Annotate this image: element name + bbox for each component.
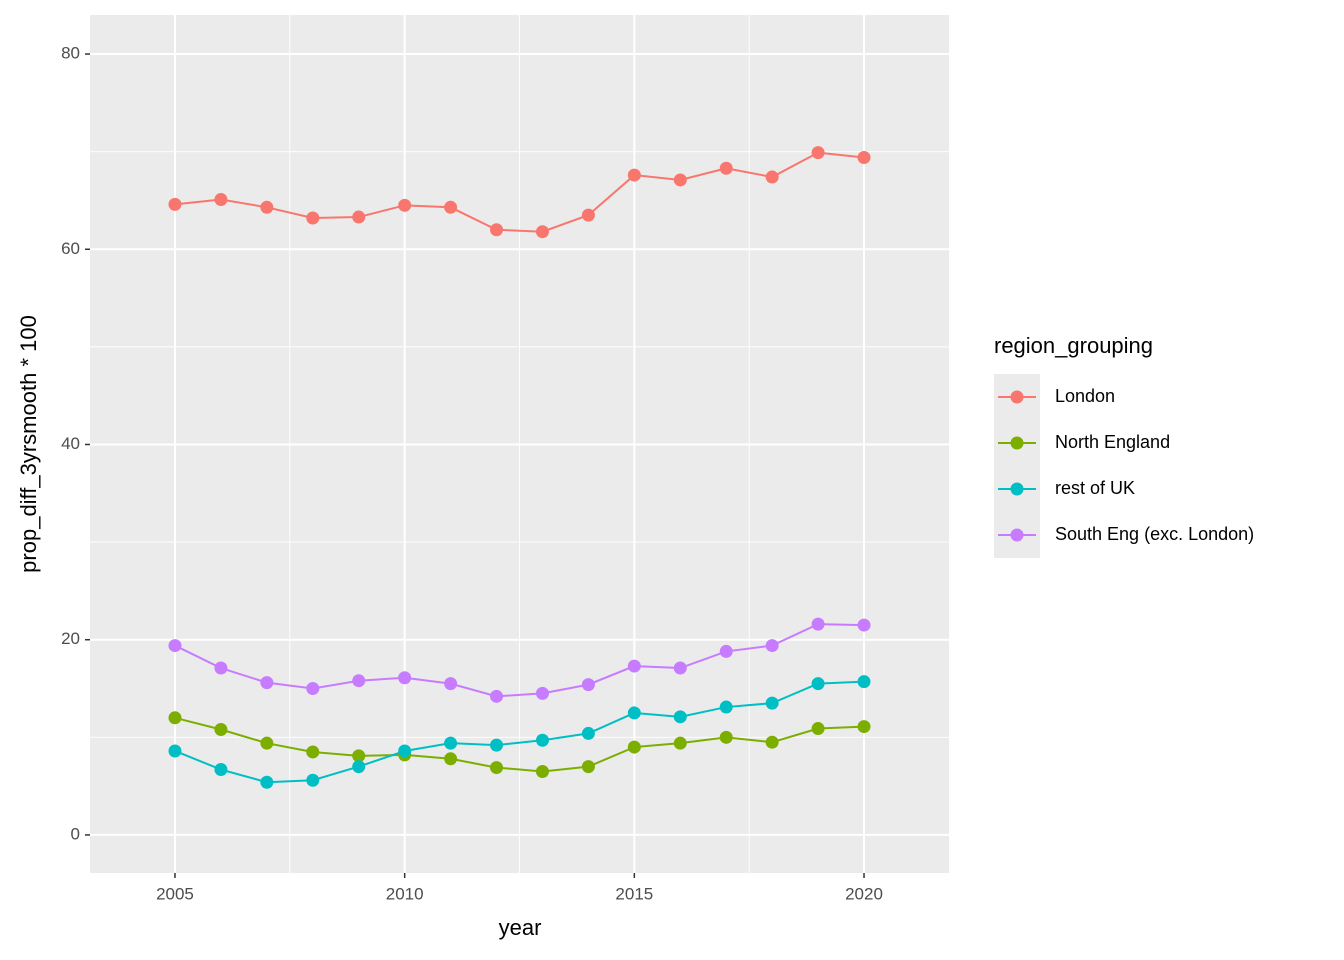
x-tick-label: 2020 bbox=[845, 884, 883, 903]
data-point bbox=[765, 639, 779, 653]
data-point bbox=[168, 711, 182, 725]
x-tick-label: 2005 bbox=[156, 884, 194, 903]
data-point bbox=[260, 676, 274, 690]
data-point bbox=[306, 682, 320, 696]
data-point bbox=[214, 192, 228, 206]
data-point bbox=[214, 661, 228, 675]
legend-key-point bbox=[1010, 528, 1024, 542]
data-point bbox=[857, 675, 871, 689]
data-point bbox=[765, 696, 779, 710]
data-point bbox=[811, 146, 825, 160]
data-point bbox=[260, 200, 274, 214]
data-point bbox=[627, 706, 641, 720]
data-point bbox=[444, 752, 458, 766]
data-point bbox=[811, 617, 825, 631]
legend-title: region_grouping bbox=[994, 333, 1153, 358]
x-axis-title: year bbox=[499, 915, 542, 940]
data-point bbox=[490, 223, 504, 237]
y-tick-label: 60 bbox=[61, 239, 80, 258]
series-line bbox=[174, 151, 865, 233]
data-point bbox=[444, 736, 458, 750]
data-point bbox=[444, 200, 458, 214]
y-tick-label: 0 bbox=[71, 824, 80, 843]
legend-label: rest of UK bbox=[1055, 478, 1135, 498]
data-point bbox=[260, 775, 274, 789]
x-tick-label: 2010 bbox=[386, 884, 424, 903]
data-point bbox=[306, 211, 320, 225]
legend-label: North England bbox=[1055, 432, 1170, 452]
data-point bbox=[581, 208, 595, 222]
data-point bbox=[352, 210, 366, 224]
data-point bbox=[673, 173, 687, 187]
data-point bbox=[719, 644, 733, 658]
series-line bbox=[174, 680, 865, 784]
x-tick-label: 2015 bbox=[615, 884, 653, 903]
data-point bbox=[811, 677, 825, 691]
data-point bbox=[535, 225, 549, 239]
data-point bbox=[168, 744, 182, 758]
data-point bbox=[260, 736, 274, 750]
data-point bbox=[535, 764, 549, 778]
data-point bbox=[581, 726, 595, 740]
data-point bbox=[857, 151, 871, 165]
data-point bbox=[719, 730, 733, 744]
data-point bbox=[490, 761, 504, 775]
data-point bbox=[352, 749, 366, 763]
legend-key-point bbox=[1010, 482, 1024, 496]
data-point bbox=[398, 744, 412, 758]
data-point bbox=[490, 689, 504, 703]
y-tick-label: 40 bbox=[61, 434, 80, 453]
data-point bbox=[673, 736, 687, 750]
data-point bbox=[168, 197, 182, 211]
legend-key-point bbox=[1010, 436, 1024, 450]
data-point bbox=[490, 738, 504, 752]
data-point bbox=[398, 671, 412, 685]
legend-key-point bbox=[1010, 390, 1024, 404]
data-point bbox=[673, 710, 687, 724]
data-point bbox=[719, 161, 733, 175]
legend-label: London bbox=[1055, 386, 1115, 406]
data-point bbox=[719, 700, 733, 714]
y-tick-label: 20 bbox=[61, 629, 80, 648]
data-point bbox=[444, 677, 458, 691]
data-point bbox=[765, 735, 779, 749]
data-point bbox=[581, 678, 595, 692]
data-point bbox=[214, 763, 228, 777]
data-point bbox=[627, 659, 641, 673]
data-point bbox=[857, 618, 871, 632]
y-tick-label: 80 bbox=[61, 44, 80, 63]
data-point bbox=[627, 740, 641, 754]
data-point bbox=[168, 639, 182, 653]
data-point bbox=[352, 760, 366, 774]
data-point bbox=[627, 168, 641, 182]
data-point bbox=[306, 773, 320, 787]
data-point bbox=[352, 674, 366, 688]
data-point bbox=[857, 720, 871, 734]
data-point bbox=[673, 661, 687, 675]
data-point bbox=[535, 733, 549, 747]
y-axis-title: prop_diff_3yrsmooth * 100 bbox=[16, 315, 41, 573]
legend-label: South Eng (exc. London) bbox=[1055, 524, 1254, 544]
series-line bbox=[174, 716, 865, 773]
data-point bbox=[535, 686, 549, 700]
data-point bbox=[214, 723, 228, 737]
data-point bbox=[811, 722, 825, 736]
data-point bbox=[765, 170, 779, 184]
data-point bbox=[398, 198, 412, 212]
data-point bbox=[581, 760, 595, 774]
series-line bbox=[174, 623, 865, 698]
data-point bbox=[306, 745, 320, 759]
